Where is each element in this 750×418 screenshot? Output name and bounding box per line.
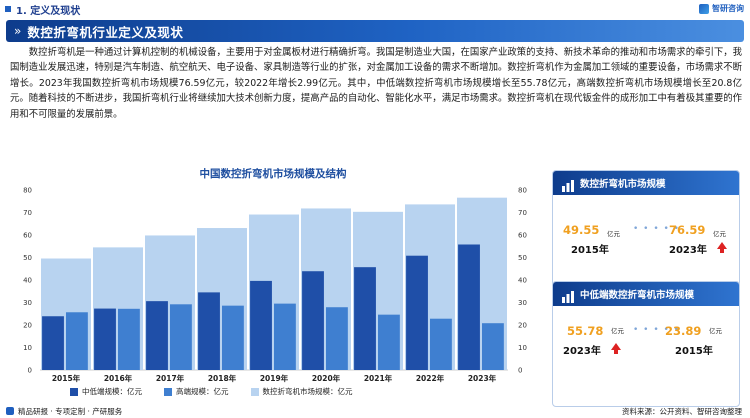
x-tick-label: 2016年 bbox=[104, 373, 133, 383]
bar-mid-low bbox=[198, 292, 220, 370]
dotted-connector: • • • • • bbox=[633, 224, 680, 234]
midlow-2023-value: 55.78 bbox=[567, 324, 604, 338]
midlow-2023-unit: 亿元 bbox=[611, 327, 624, 335]
y-tick-label-left: 70 bbox=[23, 209, 32, 217]
card-midlow-size-body: 55.78 亿元 • • • • • 23.89 亿元 2023年 2015年 bbox=[553, 306, 739, 406]
bar-high bbox=[326, 307, 348, 370]
legend-item-high: 高端规模：亿元 bbox=[164, 386, 229, 397]
midlow-2015-value: 23.89 bbox=[665, 324, 702, 338]
up-arrow-icon bbox=[717, 242, 727, 253]
bar-mid-low bbox=[146, 301, 168, 370]
page-title: 数控折弯机行业定义及现状 bbox=[27, 24, 184, 40]
y-tick-label-right: 70 bbox=[518, 209, 527, 217]
bar-mid-low bbox=[458, 244, 480, 370]
y-tick-label-right: 60 bbox=[518, 232, 527, 240]
y-tick-label-left: 40 bbox=[23, 277, 32, 285]
section-marker-icon bbox=[5, 6, 11, 12]
bar-high bbox=[222, 305, 244, 370]
bar-high bbox=[170, 304, 192, 370]
y-tick-label-left: 0 bbox=[28, 367, 32, 375]
bar-mid-low bbox=[42, 316, 64, 370]
legend-label-total: 数控折弯机市场规模：亿元 bbox=[262, 387, 353, 396]
y-tick-label-left: 10 bbox=[23, 344, 32, 352]
card-market-size-header: 数控折弯机市场规模 bbox=[553, 171, 739, 195]
section-label: 1. 定义及现状 bbox=[16, 5, 81, 17]
bar-mid-low bbox=[94, 308, 116, 370]
y-tick-label-left: 30 bbox=[23, 299, 32, 307]
x-tick-label: 2019年 bbox=[260, 373, 289, 383]
market-chart: 中国数控折弯机市场规模及结构 0 0 10 10 20 20 30 30 40 40 50 50 60 6… bbox=[10, 160, 536, 400]
brand-logo: 智研咨询 bbox=[699, 3, 744, 14]
y-tick-label-left: 60 bbox=[23, 232, 32, 240]
bar-chart-icon bbox=[561, 177, 575, 192]
market-size-2023-unit: 亿元 bbox=[713, 230, 726, 238]
card-midlow-size-header: 中低端数控折弯机市场规模 bbox=[553, 282, 739, 306]
market-size-left-year: 2015年 bbox=[571, 245, 609, 256]
y-tick-label-right: 80 bbox=[518, 187, 527, 195]
card-market-size: 数控折弯机市场规模 49.55 亿元 • • • • • 76.59 亿元 20… bbox=[552, 170, 740, 286]
bar-high bbox=[430, 318, 452, 370]
card-midlow-size: 中低端数控折弯机市场规模 55.78 亿元 • • • • • 23.89 亿元… bbox=[552, 281, 740, 407]
midlow-2015-unit: 亿元 bbox=[709, 327, 722, 335]
y-tick-label-right: 10 bbox=[518, 344, 527, 352]
dotted-connector: • • • • • bbox=[633, 325, 680, 335]
midlow-right-year: 2015年 bbox=[675, 346, 713, 357]
market-size-2015-value: 49.55 bbox=[563, 223, 600, 237]
y-tick-label-left: 80 bbox=[23, 187, 32, 195]
legend-swatch-total bbox=[250, 387, 259, 396]
legend-label-mid-low: 中低端规模：亿元 bbox=[82, 387, 142, 396]
bar-high bbox=[66, 312, 88, 370]
top-bar: 1. 定义及现状 智研咨询 bbox=[0, 0, 750, 18]
footer-bar: 精品研报 · 专项定制 · 产研服务 资料来源：公开资料、智研咨询整理 bbox=[0, 404, 750, 418]
chevron-right-icon: » bbox=[14, 24, 22, 38]
x-tick-label: 2017年 bbox=[156, 373, 185, 383]
bar-high bbox=[482, 323, 504, 370]
footer-slogan: 精品研报 · 专项定制 · 产研服务 bbox=[18, 406, 123, 416]
x-tick-label: 2015年 bbox=[52, 373, 81, 383]
x-tick-label: 2020年 bbox=[312, 373, 341, 383]
y-tick-label-right: 30 bbox=[518, 299, 527, 307]
y-tick-label-right: 20 bbox=[518, 322, 527, 330]
x-tick-label: 2023年 bbox=[468, 373, 497, 383]
card-market-size-title: 数控折弯机市场规模 bbox=[580, 179, 666, 190]
bar-mid-low bbox=[302, 271, 324, 370]
bar-high bbox=[274, 303, 296, 370]
logo-icon bbox=[699, 3, 709, 14]
logo-text: 智研咨询 bbox=[712, 4, 744, 13]
bar-mid-low bbox=[250, 280, 272, 370]
y-tick-label-left: 50 bbox=[23, 254, 32, 262]
market-size-2023-value: 76.59 bbox=[669, 223, 706, 237]
bar-mid-low bbox=[406, 255, 428, 370]
market-size-2015-unit: 亿元 bbox=[607, 230, 620, 238]
title-bar: » 数控折弯机行业定义及现状 bbox=[6, 20, 744, 42]
legend-swatch-high bbox=[164, 387, 172, 396]
card-midlow-size-title: 中低端数控折弯机市场规模 bbox=[580, 290, 695, 301]
legend-item-mid-low: 中低端规模：亿元 bbox=[70, 386, 142, 397]
intro-paragraph: 数控折弯机是一种通过计算机控制的机械设备，主要用于对金属板材进行精确折弯。我国是… bbox=[10, 47, 742, 120]
legend-item-total: 数控折弯机市场规模：亿元 bbox=[250, 386, 353, 397]
up-arrow-icon bbox=[611, 343, 621, 354]
footer-source: 资料来源：公开资料、智研咨询整理 bbox=[622, 406, 742, 416]
footer-logo-icon bbox=[6, 407, 14, 415]
bar-high bbox=[378, 314, 400, 370]
y-tick-label-right: 40 bbox=[518, 277, 527, 285]
card-market-size-body: 49.55 亿元 • • • • • 76.59 亿元 2015年 2023年 bbox=[553, 195, 739, 285]
x-tick-label: 2018年 bbox=[208, 373, 237, 383]
y-tick-label-left: 20 bbox=[23, 322, 32, 330]
y-tick-label-right: 50 bbox=[518, 254, 527, 262]
legend-label-high: 高端规模：亿元 bbox=[176, 387, 229, 396]
x-tick-label: 2022年 bbox=[416, 373, 445, 383]
midlow-left-year: 2023年 bbox=[563, 346, 601, 357]
bar-mid-low bbox=[354, 267, 376, 370]
y-tick-label-right: 0 bbox=[518, 367, 522, 375]
bar-high bbox=[118, 308, 140, 370]
chart-canvas: 0 0 10 10 20 20 30 30 40 40 50 50 60 60 70 70 80 80 2015年 2… bbox=[23, 187, 527, 384]
bar-chart-icon bbox=[561, 288, 575, 303]
chart-legend: 中低端规模：亿元 高端规模：亿元 数控折弯机市场规模：亿元 bbox=[70, 386, 375, 397]
market-size-right-year: 2023年 bbox=[669, 245, 707, 256]
x-tick-label: 2021年 bbox=[364, 373, 393, 383]
chart-title: 中国数控折弯机市场规模及结构 bbox=[199, 168, 347, 180]
legend-swatch-mid-low bbox=[70, 387, 78, 396]
